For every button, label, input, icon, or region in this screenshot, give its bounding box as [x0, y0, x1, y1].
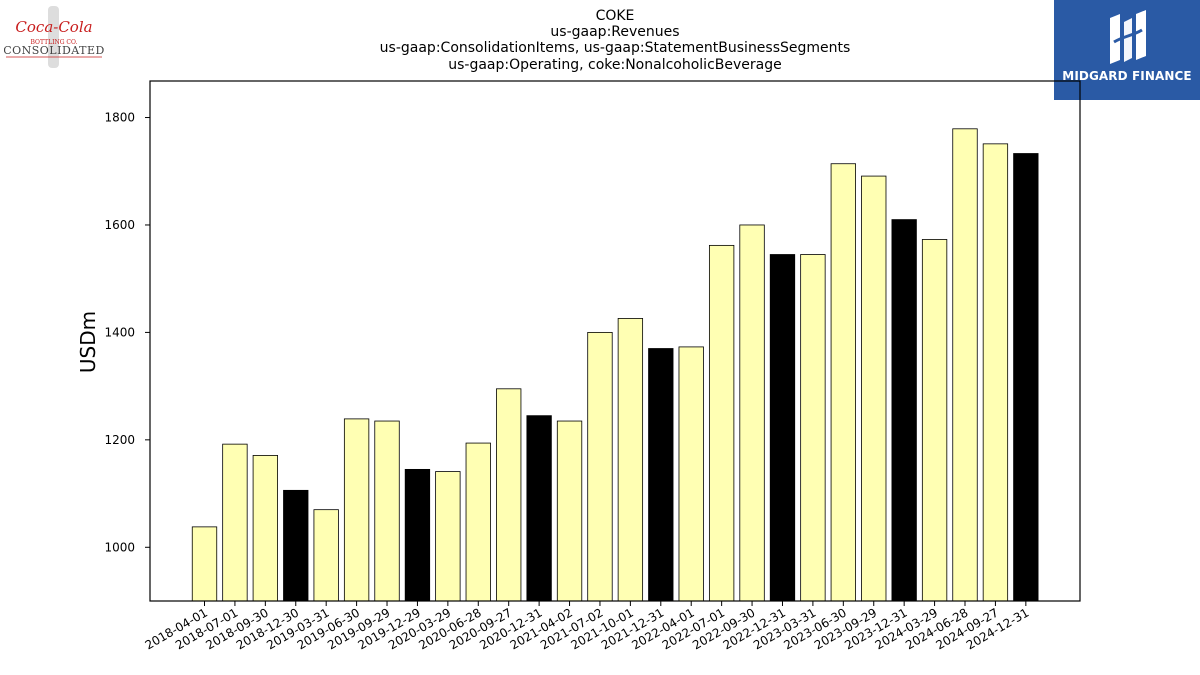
chart-title-line-4: us-gaap:Operating, coke:NonalcoholicBeve… — [448, 57, 781, 73]
brand-mark-icon — [1110, 10, 1146, 64]
company-logo: Coca-Cola BOTTLING CO. CONSOLIDATED — [4, 6, 104, 68]
y-tick-label: 1200 — [104, 433, 135, 447]
chart-title-line-3: us-gaap:ConsolidationItems, us-gaap:Stat… — [380, 40, 851, 56]
logo-name-text: CONSOLIDATED — [4, 44, 104, 57]
bar-2020-06-28 — [465, 442, 491, 602]
y-tick-label: 1600 — [104, 218, 135, 232]
bar-2023-12-31 — [891, 219, 917, 602]
bar-2024-09-27 — [982, 143, 1009, 602]
chart-title: COKE us-gaap:Revenues us-gaap:Consolidat… — [380, 8, 851, 73]
chart-title-line-2: us-gaap:Revenues — [550, 24, 679, 40]
bar-2024-06-28 — [952, 128, 978, 602]
bar-2019-09-29 — [374, 420, 400, 602]
bar-2022-07-01 — [708, 244, 735, 602]
bottle-graphic — [48, 6, 59, 68]
bar-2021-04-02 — [556, 420, 583, 602]
axes — [149, 80, 1081, 602]
y-axis-ticks: 1000 1200 1400 1600 1800 — [104, 111, 150, 554]
bar-2021-07-02 — [587, 331, 613, 602]
chart-title-line-1: COKE — [596, 8, 635, 24]
bar-2020-12-31 — [526, 415, 552, 602]
bar-2020-09-27 — [496, 388, 522, 602]
bar-2024-12-31 — [1013, 153, 1039, 602]
bar-2023-03-31 — [800, 254, 826, 602]
bar-2021-12-31 — [648, 348, 674, 602]
plot-frame — [149, 80, 1081, 602]
brand-name: MIDGARD FINANCE — [1062, 69, 1192, 83]
bar-2018-04-01 — [191, 526, 218, 602]
bar-2019-06-30 — [343, 418, 370, 602]
bar-2023-09-29 — [861, 175, 887, 602]
logo-sub-text: BOTTLING CO. — [31, 39, 78, 46]
bar-2018-09-30 — [252, 455, 278, 602]
bar-2018-12-30 — [283, 489, 309, 602]
bar-2022-09-30 — [739, 224, 765, 602]
logo-script-text: Coca-Cola — [15, 18, 92, 36]
bar-2019-03-31 — [313, 509, 339, 602]
bar-2022-04-01 — [678, 346, 704, 602]
bar-2019-12-29 — [404, 468, 431, 602]
bar-series — [191, 128, 1039, 602]
bar-2024-03-29 — [921, 239, 948, 602]
y-tick-label: 1400 — [104, 325, 135, 339]
bar-2020-03-29 — [435, 471, 461, 602]
bar-2022-12-31 — [769, 254, 796, 602]
x-axis-ticks: 2018-04-012018-07-012018-09-302018-12-30… — [143, 601, 1031, 652]
brand-logo: MIDGARD FINANCE — [1054, 0, 1200, 100]
bar-2023-06-30 — [830, 163, 856, 602]
bar-2018-07-01 — [222, 443, 248, 602]
y-axis-label: USDm — [76, 311, 100, 373]
y-tick-label: 1800 — [104, 111, 135, 125]
bar-2021-10-01 — [617, 318, 644, 602]
y-tick-label: 1000 — [104, 540, 135, 554]
